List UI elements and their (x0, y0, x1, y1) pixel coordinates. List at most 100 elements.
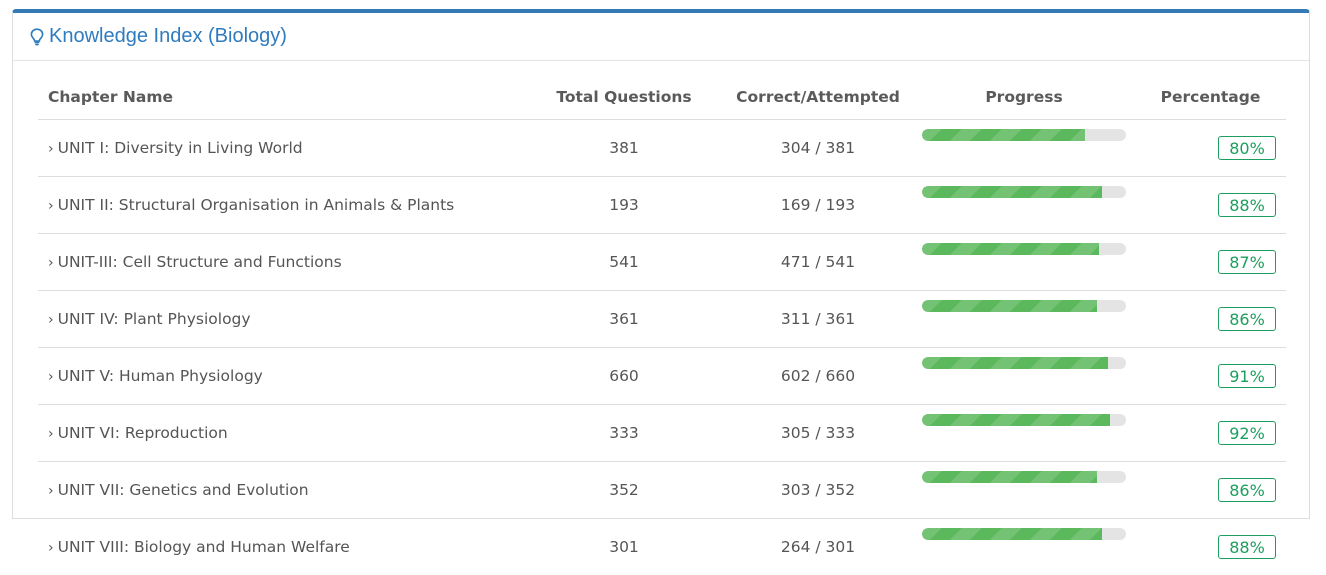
percentage-badge: 92% (1218, 421, 1276, 445)
panel-title-text: Knowledge Index (Biology) (49, 25, 287, 48)
table-row[interactable]: ›UNIT VII: Genetics and Evolution 352 30… (38, 462, 1286, 519)
percentage-cell: 86% (1135, 291, 1286, 348)
progress-cell (913, 234, 1135, 291)
chapter-name[interactable]: UNIT I: Diversity in Living World (58, 139, 303, 157)
chapter-name[interactable]: UNIT VII: Genetics and Evolution (58, 481, 309, 499)
progress-cell (913, 120, 1135, 177)
table-row[interactable]: ›UNIT II: Structural Organisation in Ani… (38, 177, 1286, 234)
total-questions-cell: 333 (525, 405, 723, 462)
progress-cell (913, 177, 1135, 234)
chapter-cell[interactable]: ›UNIT V: Human Physiology (38, 348, 525, 405)
chapter-name[interactable]: UNIT V: Human Physiology (58, 367, 263, 385)
header-correct-attempted[interactable]: Correct/Attempted (723, 75, 913, 120)
correct-attempted-cell: 311 / 361 (723, 291, 913, 348)
chevron-right-icon[interactable]: › (48, 198, 54, 214)
table-row[interactable]: ›UNIT I: Diversity in Living World 381 3… (38, 120, 1286, 177)
progress-cell (913, 348, 1135, 405)
progress-bar-fill (922, 129, 1085, 141)
total-questions-cell: 352 (525, 462, 723, 519)
table-header-row: Chapter Name Total Questions Correct/Att… (38, 75, 1286, 120)
correct-attempted-cell: 602 / 660 (723, 348, 913, 405)
table-row[interactable]: ›UNIT-III: Cell Structure and Functions … (38, 234, 1286, 291)
panel-title: Knowledge Index (Biology) (30, 25, 287, 48)
chevron-right-icon[interactable]: › (48, 483, 54, 499)
total-questions-cell: 381 (525, 120, 723, 177)
percentage-cell: 87% (1135, 234, 1286, 291)
total-questions-cell: 301 (525, 519, 723, 575)
correct-attempted-cell: 471 / 541 (723, 234, 913, 291)
total-questions-cell: 193 (525, 177, 723, 234)
progress-bar (922, 129, 1126, 141)
progress-bar-fill (922, 357, 1108, 369)
chapter-cell[interactable]: ›UNIT-III: Cell Structure and Functions (38, 234, 525, 291)
correct-attempted-cell: 264 / 301 (723, 519, 913, 575)
chevron-right-icon[interactable]: › (48, 255, 54, 271)
progress-bar (922, 300, 1126, 312)
chapter-name[interactable]: UNIT-III: Cell Structure and Functions (58, 253, 342, 271)
knowledge-index-table: Chapter Name Total Questions Correct/Att… (38, 75, 1286, 575)
correct-attempted-cell: 169 / 193 (723, 177, 913, 234)
correct-attempted-cell: 305 / 333 (723, 405, 913, 462)
table-row[interactable]: ›UNIT V: Human Physiology 660 602 / 660 … (38, 348, 1286, 405)
chevron-right-icon[interactable]: › (48, 426, 54, 442)
chapter-cell[interactable]: ›UNIT VIII: Biology and Human Welfare (38, 519, 525, 575)
chapter-cell[interactable]: ›UNIT VII: Genetics and Evolution (38, 462, 525, 519)
table-row[interactable]: ›UNIT VI: Reproduction 333 305 / 333 92% (38, 405, 1286, 462)
chevron-right-icon[interactable]: › (48, 540, 54, 556)
progress-bar (922, 186, 1126, 198)
total-questions-cell: 660 (525, 348, 723, 405)
percentage-badge: 86% (1218, 307, 1276, 331)
chevron-right-icon[interactable]: › (48, 141, 54, 157)
progress-cell (913, 291, 1135, 348)
percentage-cell: 86% (1135, 462, 1286, 519)
percentage-badge: 86% (1218, 478, 1276, 502)
percentage-cell: 80% (1135, 120, 1286, 177)
progress-bar (922, 357, 1126, 369)
chapter-name[interactable]: UNIT IV: Plant Physiology (58, 310, 251, 328)
progress-bar-fill (922, 186, 1102, 198)
knowledge-index-panel: Knowledge Index (Biology) Chapter Name T… (12, 9, 1310, 519)
total-questions-cell: 541 (525, 234, 723, 291)
chapter-cell[interactable]: ›UNIT IV: Plant Physiology (38, 291, 525, 348)
header-total-questions[interactable]: Total Questions (525, 75, 723, 120)
progress-cell (913, 462, 1135, 519)
progress-bar-fill (922, 528, 1102, 540)
percentage-badge: 88% (1218, 535, 1276, 559)
table-row[interactable]: ›UNIT IV: Plant Physiology 361 311 / 361… (38, 291, 1286, 348)
progress-cell (913, 405, 1135, 462)
chevron-right-icon[interactable]: › (48, 312, 54, 328)
progress-bar-fill (922, 471, 1097, 483)
percentage-cell: 91% (1135, 348, 1286, 405)
progress-bar (922, 243, 1126, 255)
chevron-right-icon[interactable]: › (48, 369, 54, 385)
progress-cell (913, 519, 1135, 575)
header-chapter-name[interactable]: Chapter Name (38, 75, 525, 120)
progress-bar (922, 414, 1126, 426)
table-row[interactable]: ›UNIT VIII: Biology and Human Welfare 30… (38, 519, 1286, 575)
progress-bar-fill (922, 300, 1097, 312)
chapter-name[interactable]: UNIT VI: Reproduction (58, 424, 228, 442)
panel-heading: Knowledge Index (Biology) (13, 13, 1309, 61)
chapter-cell[interactable]: ›UNIT VI: Reproduction (38, 405, 525, 462)
progress-bar (922, 528, 1126, 540)
chapter-name[interactable]: UNIT II: Structural Organisation in Anim… (58, 196, 455, 214)
progress-bar (922, 471, 1126, 483)
percentage-badge: 80% (1218, 136, 1276, 160)
lightbulb-icon (30, 28, 44, 46)
chapter-name[interactable]: UNIT VIII: Biology and Human Welfare (58, 538, 350, 556)
progress-bar-fill (922, 414, 1110, 426)
percentage-badge: 87% (1218, 250, 1276, 274)
chapter-cell[interactable]: ›UNIT I: Diversity in Living World (38, 120, 525, 177)
total-questions-cell: 361 (525, 291, 723, 348)
header-progress[interactable]: Progress (913, 75, 1135, 120)
percentage-cell: 88% (1135, 177, 1286, 234)
percentage-badge: 88% (1218, 193, 1276, 217)
correct-attempted-cell: 303 / 352 (723, 462, 913, 519)
progress-bar-fill (922, 243, 1099, 255)
percentage-badge: 91% (1218, 364, 1276, 388)
percentage-cell: 92% (1135, 405, 1286, 462)
correct-attempted-cell: 304 / 381 (723, 120, 913, 177)
header-percentage[interactable]: Percentage (1135, 75, 1286, 120)
chapter-cell[interactable]: ›UNIT II: Structural Organisation in Ani… (38, 177, 525, 234)
percentage-cell: 88% (1135, 519, 1286, 575)
